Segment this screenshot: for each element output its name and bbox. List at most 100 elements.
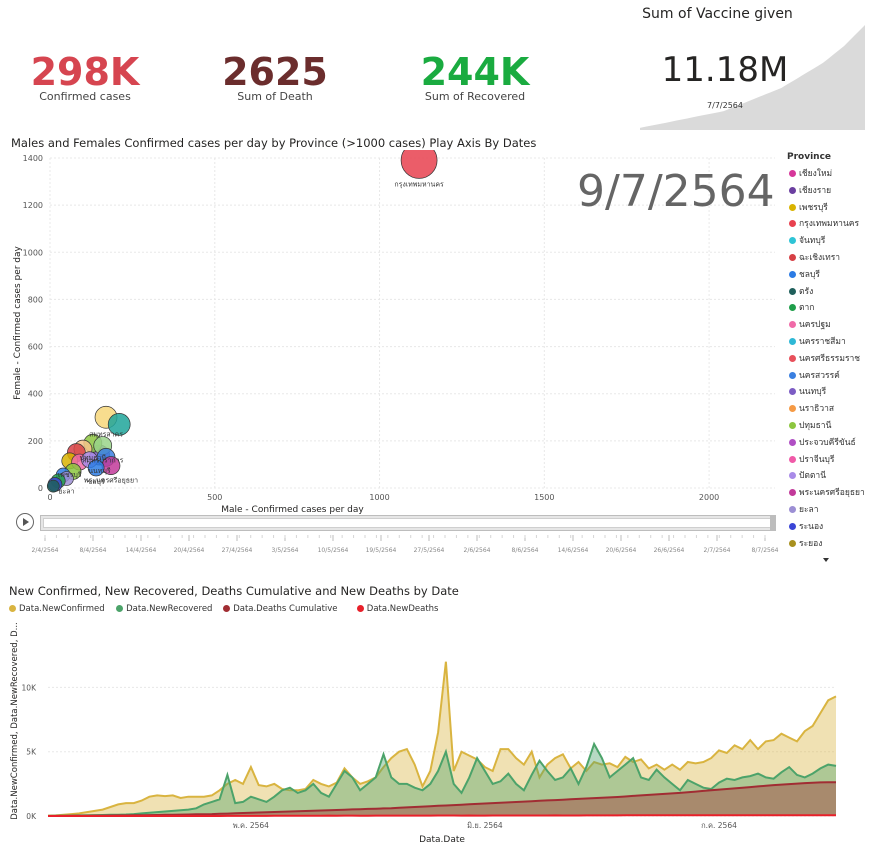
play-axis-tick-label: 20/4/2564 bbox=[174, 547, 205, 554]
legend-item[interactable]: ยะลา bbox=[789, 502, 819, 516]
legend-item[interactable]: เชียงใหม่ bbox=[789, 166, 832, 180]
legend-item[interactable]: นครสวรรค์ bbox=[789, 368, 840, 382]
legend-item[interactable]: นครราชสีมา bbox=[789, 334, 846, 348]
scatter-y-tick: 1400 bbox=[23, 154, 43, 163]
area-y-tick: 5K bbox=[26, 748, 37, 757]
scatter-x-tick: 2000 bbox=[699, 493, 719, 502]
kpi-confirmed-label: Confirmed cases bbox=[39, 90, 131, 103]
legend-item[interactable]: จันทบุรี bbox=[789, 233, 825, 247]
legend-item[interactable]: พระนครศรีอยุธยา bbox=[789, 485, 865, 499]
area-legend-item[interactable]: Data.Deaths Cumulative bbox=[223, 604, 338, 614]
legend-dot-icon bbox=[789, 539, 796, 547]
area-series-line[interactable] bbox=[47, 661, 837, 817]
legend-item[interactable]: นครปฐม bbox=[789, 317, 831, 331]
scatter-y-tick: 200 bbox=[28, 437, 43, 446]
legend-item[interactable]: ปทุมธานี bbox=[789, 418, 831, 432]
scatter-point[interactable] bbox=[87, 459, 105, 477]
legend-item[interactable]: เชียงราย bbox=[789, 183, 831, 197]
area-legend: Data.NewConfirmed Data.NewRecovered Data.D… bbox=[9, 604, 869, 616]
scatter-point[interactable] bbox=[400, 150, 438, 179]
scatter-point-label: สมุทรปราการ bbox=[82, 457, 124, 465]
area-legend-item[interactable]: Data.NewDeaths bbox=[356, 604, 438, 614]
play-axis-tick-label: 2/4/2564 bbox=[32, 547, 59, 554]
legend-item-label: กรุงเทพมหานคร bbox=[799, 219, 860, 230]
scatter-point-label: พระนครศรีอยุธยา bbox=[84, 477, 138, 485]
legend-dot-icon bbox=[9, 605, 16, 612]
legend-item-label: ยะลา bbox=[799, 505, 819, 515]
play-axis-tick-label: 10/5/2564 bbox=[318, 547, 349, 554]
scatter-point-label: นนทบุรี bbox=[88, 467, 111, 475]
legend-dot-icon bbox=[789, 455, 796, 463]
area-y-axis-label: Data.NewConfirmed, Data.NewRecovered, D.… bbox=[10, 622, 20, 819]
legend-item-label: ปัตตานี bbox=[799, 471, 827, 482]
legend-item[interactable]: นนทบุรี bbox=[789, 384, 826, 398]
area-legend-item[interactable]: Data.NewConfirmed bbox=[9, 604, 105, 614]
province-legend: Province เชียงใหม่เชียงรายเพชรบุรีกรุงเท… bbox=[787, 152, 874, 572]
legend-item[interactable]: ฉะเชิงเทรา bbox=[789, 250, 840, 264]
legend-item[interactable]: ระนอง bbox=[789, 519, 823, 533]
legend-item[interactable]: ชลบุรี bbox=[789, 267, 820, 281]
scatter-y-tick: 800 bbox=[28, 295, 43, 304]
area-legend-label: Data.NewRecovered bbox=[126, 604, 213, 614]
area-title: New Confirmed, New Recovered, Deaths Cum… bbox=[9, 584, 459, 598]
legend-dot-icon bbox=[789, 354, 796, 362]
area-series-line[interactable] bbox=[47, 781, 836, 817]
legend-item[interactable]: ปราจีนบุรี bbox=[789, 452, 835, 466]
scatter-y-tick: 1200 bbox=[23, 201, 43, 210]
play-axis-tick-label: 19/5/2564 bbox=[366, 547, 397, 554]
scatter-point[interactable] bbox=[46, 479, 60, 493]
play-button[interactable] bbox=[16, 513, 34, 531]
legend-item-label: นครสวรรค์ bbox=[799, 370, 840, 381]
area-legend-item[interactable]: Data.NewRecovered bbox=[116, 604, 212, 614]
area-series-fill bbox=[48, 744, 836, 816]
legend-item[interactable]: ตาก bbox=[789, 300, 814, 314]
legend-item-label: ชลบุรี bbox=[799, 269, 820, 280]
legend-title: Province bbox=[787, 152, 832, 162]
scatter-point-label: กรุงเทพมหานคร bbox=[394, 180, 444, 188]
legend-item[interactable]: นราธิวาส bbox=[789, 401, 834, 415]
legend-item[interactable]: นครศรีธรรมราช bbox=[789, 351, 860, 365]
scatter-point-label: สมุทรสาคร bbox=[89, 430, 123, 438]
vaccine-trend-area bbox=[640, 25, 865, 130]
legend-item[interactable]: ระยอง bbox=[789, 536, 822, 550]
legend-item[interactable]: ประจวบคีรีขันธ์ bbox=[789, 435, 856, 449]
legend-scroll-down-icon[interactable] bbox=[823, 558, 829, 562]
legend-item-label: ตรัง bbox=[799, 286, 814, 297]
legend-dot-icon bbox=[789, 522, 796, 530]
legend-item[interactable]: ปัตตานี bbox=[789, 468, 826, 482]
legend-dot-icon bbox=[356, 605, 364, 612]
area-series-line[interactable] bbox=[48, 814, 836, 817]
area-x-tick: มิ.ย. 2564 bbox=[467, 821, 503, 830]
legend-item-label: ระนอง bbox=[799, 521, 824, 532]
legend-item[interactable]: เพชรบุรี bbox=[789, 200, 828, 214]
area-x-tick: พ.ค. 2564 bbox=[233, 821, 269, 830]
area-series-fill bbox=[48, 782, 836, 816]
scatter-x-tick: 0 bbox=[47, 493, 52, 502]
legend-item-label: เชียงใหม่ bbox=[799, 169, 833, 179]
legend-item[interactable]: ตรัง bbox=[789, 284, 813, 298]
area-chart[interactable]: 0K 5K 10K พ.ค. 2564 มิ.ย. 2564 ก.ค. 2564 Data.… bbox=[0, 616, 874, 856]
play-axis-tick-label: 2/7/2564 bbox=[704, 547, 731, 554]
play-axis-track[interactable] bbox=[40, 515, 776, 531]
scatter-point[interactable] bbox=[107, 413, 131, 436]
vaccine-trend-fill bbox=[640, 25, 865, 130]
legend-item-label: นครศรีธรรมราช bbox=[799, 353, 861, 364]
scatter-x-axis-label: Male - Confirmed cases per day bbox=[221, 505, 364, 515]
area-y-tick: 0K bbox=[26, 812, 37, 821]
play-axis-tick-label: 26/6/2564 bbox=[654, 547, 685, 554]
scatter-point-label: ชลบุรี bbox=[88, 478, 105, 486]
scatter-y-axis-label: Female - Confirmed cases per day bbox=[13, 245, 23, 399]
area-x-tick: ก.ค. 2564 bbox=[701, 821, 737, 830]
legend-dot-icon bbox=[789, 405, 796, 413]
play-axis-handle[interactable] bbox=[770, 516, 775, 530]
play-axis-tick-label: 3/5/2564 bbox=[272, 547, 299, 554]
legend-item[interactable]: กรุงเทพมหานคร bbox=[789, 216, 859, 230]
play-axis-tick-label: 14/6/2564 bbox=[558, 547, 589, 554]
play-axis-tick-label: 27/4/2564 bbox=[222, 547, 253, 554]
area-series-line[interactable] bbox=[47, 741, 837, 817]
legend-dot-icon bbox=[789, 304, 796, 312]
scatter-chart[interactable]: 0 200 400 600 800 1000 1200 1400 0 500 1000 1500 200… bbox=[0, 150, 780, 570]
play-axis-tick-label: 2/6/2564 bbox=[464, 547, 491, 554]
play-axis-tick-label: 27/5/2564 bbox=[414, 547, 445, 554]
play-axis-tick-label: 8/4/2564 bbox=[80, 547, 107, 554]
